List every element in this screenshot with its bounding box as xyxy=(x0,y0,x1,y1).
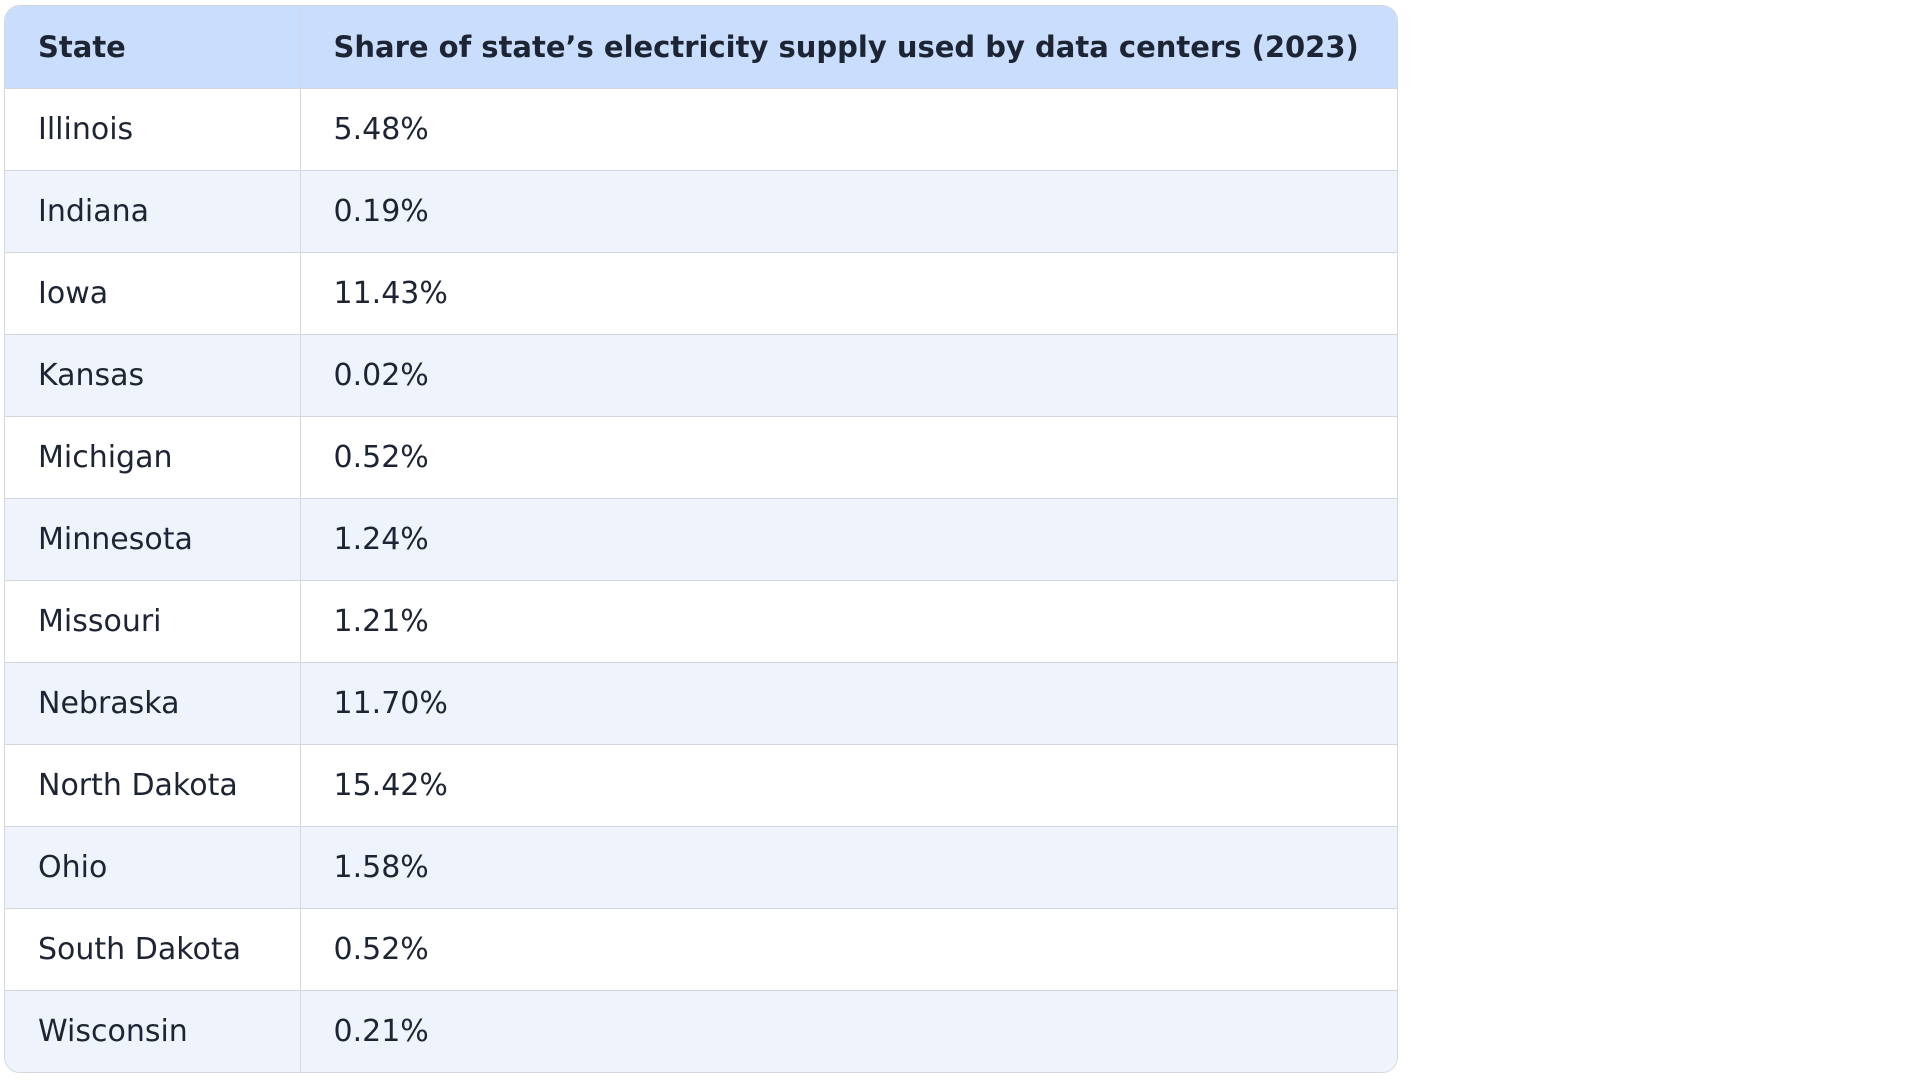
table-row: North Dakota 15.42% xyxy=(5,743,1397,826)
state-cell: Illinois xyxy=(5,87,301,170)
state-cell: South Dakota xyxy=(5,907,301,990)
table-container: State Share of state’s electricity suppl… xyxy=(4,5,1398,1073)
table: State Share of state’s electricity suppl… xyxy=(5,6,1397,1072)
table-row: Iowa 11.43% xyxy=(5,251,1397,334)
table-row: Wisconsin 0.21% xyxy=(5,989,1397,1072)
table-row: Nebraska 11.70% xyxy=(5,661,1397,744)
share-cell: 0.52% xyxy=(300,415,1397,498)
state-cell: Nebraska xyxy=(5,661,301,744)
header-cell: Share of state’s electricity supply used… xyxy=(300,6,1397,88)
share-cell: 15.42% xyxy=(300,743,1397,826)
table-row: Missouri 1.21% xyxy=(5,579,1397,662)
state-cell: Missouri xyxy=(5,579,301,662)
state-cell: Minnesota xyxy=(5,497,301,580)
table-row: Indiana 0.19% xyxy=(5,169,1397,252)
share-cell: 0.52% xyxy=(300,907,1397,990)
table-row: South Dakota 0.52% xyxy=(5,907,1397,990)
table-body: Illinois 5.48% Indiana 0.19% Iowa 11.43% Kansa… xyxy=(5,87,1397,1072)
table-row: Minnesota 1.24% xyxy=(5,497,1397,580)
state-cell: Michigan xyxy=(5,415,301,498)
share-cell: 1.24% xyxy=(300,497,1397,580)
table-header: State Share of state’s electricity suppl… xyxy=(5,6,1397,88)
table-row: Ohio 1.58% xyxy=(5,825,1397,908)
state-cell: Wisconsin xyxy=(5,989,301,1072)
share-cell: 11.43% xyxy=(300,251,1397,334)
header-row: State Share of state’s electricity suppl… xyxy=(5,6,1397,88)
state-cell: Kansas xyxy=(5,333,301,416)
table-row: Michigan 0.52% xyxy=(5,415,1397,498)
share-cell: 5.48% xyxy=(300,87,1397,170)
share-cell: 1.58% xyxy=(300,825,1397,908)
state-cell: Ohio xyxy=(5,825,301,908)
share-cell: 1.21% xyxy=(300,579,1397,662)
table-row: Illinois 5.48% xyxy=(5,87,1397,170)
state-cell: North Dakota xyxy=(5,743,301,826)
state-cell: Indiana xyxy=(5,169,301,252)
share-cell: 11.70% xyxy=(300,661,1397,744)
share-cell: 0.21% xyxy=(300,989,1397,1072)
table-row: Kansas 0.02% xyxy=(5,333,1397,416)
share-cell: 0.19% xyxy=(300,169,1397,252)
state-cell: Iowa xyxy=(5,251,301,334)
share-cell: 0.02% xyxy=(300,333,1397,416)
header-cell: State xyxy=(5,6,301,88)
